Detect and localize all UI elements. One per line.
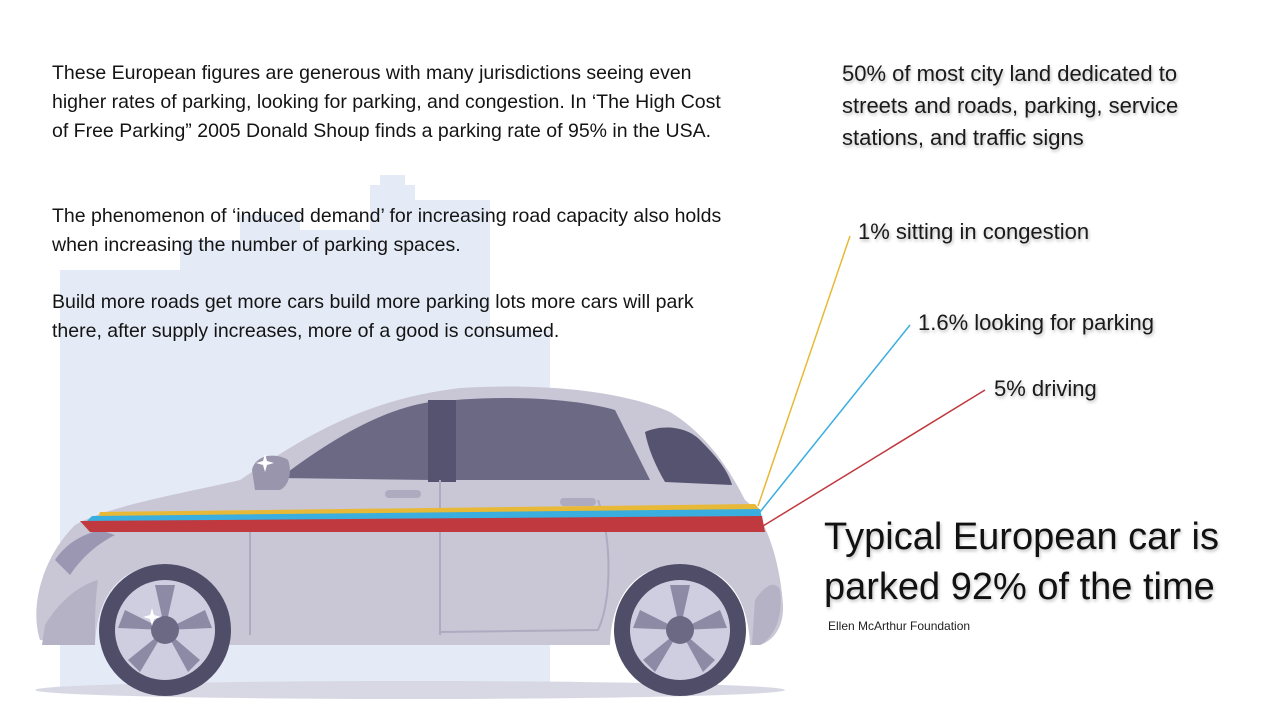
leader-line-congestion [757,235,851,507]
car-window-rear [455,398,650,480]
door-handle-front [385,490,421,498]
callout-driving: 5% driving [994,376,1097,401]
leader-line-looking-for-parking [759,324,911,513]
sparkle-icon [143,608,161,626]
door-pillar [428,400,456,482]
rear-wheel [614,564,746,696]
headlight [55,530,115,575]
time-share-stripes [80,504,765,532]
car-rear-shade [752,584,781,645]
front-wheel [99,564,231,696]
paragraph-induced-demand: The phenomenon of ‘induced demand’ for i… [52,205,722,256]
paragraph-supply-increase: Build more roads get more cars build mor… [52,291,694,342]
car-lower-shade [42,580,98,645]
source-credit: Ellen McArthur Foundation [828,619,971,633]
ground-shadow [35,681,785,699]
sparkle-icon [256,454,274,472]
stripe-driving [80,516,765,532]
callout-city-land: 50% of most city land dedicated to stree… [842,61,1179,150]
car-window-quarter [645,427,732,485]
paragraph-european-figures: These European figures are generous with… [52,62,721,142]
car-window-front [280,402,430,480]
callout-looking-for-parking: 1.6% looking for parking [918,310,1155,335]
callout-congestion: 1% sitting in congestion [858,219,1090,244]
leader-line-driving [762,389,986,527]
side-mirror [252,455,290,490]
stripe-looking-for-parking [85,509,762,523]
headline: Typical European car is parked 92% of th… [824,516,1219,608]
door-handle-rear [560,498,596,506]
